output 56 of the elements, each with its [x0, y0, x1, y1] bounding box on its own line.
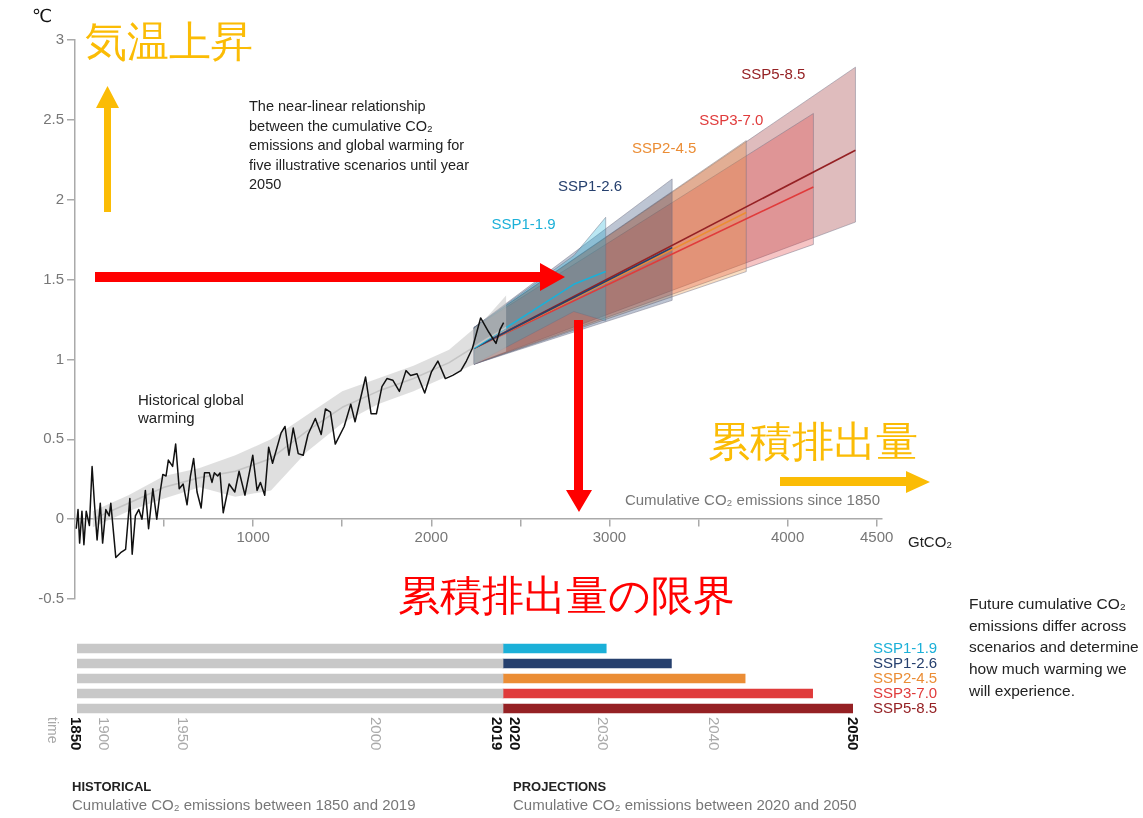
y-tick-label: SSP2-4.5 — [873, 668, 938, 686]
y-tick-label: 2.5 — [43, 110, 64, 127]
text: Cumulative CO₂ emissions between 2020 and 2050 — [513, 796, 857, 813]
bar — [502, 658, 672, 669]
x-tick-label: 2000 — [414, 528, 448, 546]
text: SSP1-2.6 — [557, 176, 623, 194]
text: GtCO₂ — [908, 533, 953, 550]
y-tick-label: SSP5-8.5 — [873, 698, 938, 716]
y-tick-label: 1 — [55, 349, 64, 367]
bar — [77, 643, 504, 654]
y-tick-label: 1.5 — [43, 269, 64, 287]
bar — [502, 688, 813, 699]
annotation: 気温上昇 — [85, 17, 253, 67]
annotation: 累積排出量の限界 — [398, 571, 735, 621]
x-tick-label: 4500 — [859, 528, 894, 546]
x-tick-label: 4000 — [770, 528, 805, 546]
bar — [77, 688, 504, 699]
y-tick-label: 3 — [55, 30, 64, 48]
y-axis-title: ℃ — [32, 5, 53, 26]
bar — [502, 643, 607, 654]
text: 2030 — [595, 717, 612, 751]
text: 2019 — [489, 717, 506, 751]
x-tick-label: 3000 — [592, 528, 627, 546]
bar — [502, 673, 746, 684]
bar — [77, 673, 504, 684]
text: Future cumulative CO₂ emissions differ across scenarios and determine how much warming we will experience. — [969, 594, 1140, 701]
text: SSP5-8.5 — [741, 65, 806, 83]
text: 1850 — [68, 717, 85, 751]
y-tick-label: 2 — [55, 189, 64, 207]
text: time — [45, 717, 61, 744]
x-axis-title: Cumulative CO₂ emissions since 1850 — [624, 491, 880, 509]
bar — [77, 658, 504, 669]
text: SSP1-1.9 — [491, 215, 556, 233]
text: PROJECTIONS — [513, 779, 607, 794]
text: 1900 — [96, 717, 113, 751]
y-tick-label: -0.5 — [38, 589, 64, 607]
text: SSP3-7.0 — [699, 111, 764, 129]
y-tick-label: 0.5 — [43, 429, 64, 447]
text: SSP2-4.5 — [632, 138, 697, 156]
text: Historical global warming — [137, 390, 244, 426]
y-tick-label: SSP1-1.9 — [873, 638, 938, 656]
text: 2040 — [706, 717, 723, 751]
bar — [77, 703, 504, 714]
y-tick-label: 0 — [55, 509, 64, 527]
text: Cumulative CO₂ emissions between 1850 and 2019 — [72, 796, 416, 813]
text: HISTORICAL — [72, 779, 152, 794]
text: 2000 — [368, 717, 385, 751]
text: 2020 — [507, 717, 524, 751]
annotation: The near-linear relationship between the cumulative CO₂ emissions and global warming for five illustrative scenarios until year 2050 — [249, 97, 470, 194]
x-tick-label: 1000 — [236, 528, 270, 546]
y-tick-label: SSP1-2.6 — [873, 653, 938, 671]
y-tick-label: SSP3-7.0 — [873, 683, 938, 701]
bar — [502, 703, 853, 714]
text: 2050 — [845, 717, 862, 751]
text: 1950 — [175, 717, 192, 751]
annotation: 累積排出量 — [708, 417, 918, 467]
